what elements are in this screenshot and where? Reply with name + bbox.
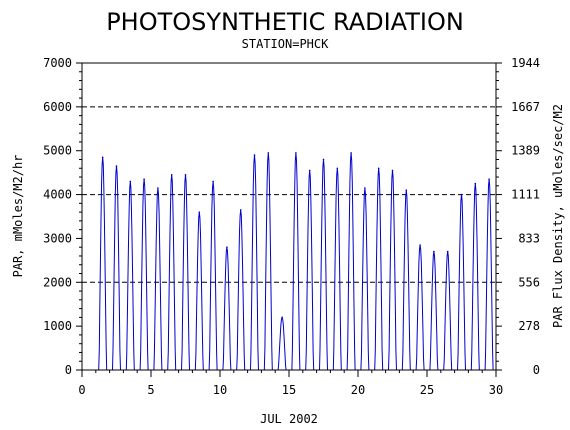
plot-frame (81, 62, 497, 371)
right-y-tick-label: 278 (518, 319, 540, 333)
right-y-tick-label: 833 (518, 231, 540, 245)
left-y-tick-label: 2000 (43, 275, 72, 289)
daily-peak-point (101, 156, 104, 159)
right-y-tick-label: 0 (533, 363, 540, 377)
par-series (95, 152, 496, 371)
daily-peak-point (212, 180, 214, 183)
daily-peak-point (198, 211, 201, 213)
daily-peak-point (474, 182, 477, 185)
x-tick-label: 5 (147, 383, 154, 397)
left-y-tick-label: 7000 (43, 56, 72, 70)
daily-peak-point (460, 193, 463, 196)
left-y-tick-label: 4000 (43, 188, 72, 202)
daily-peak-point (488, 178, 490, 181)
daily-peak-point (350, 152, 352, 154)
right-y-tick-label: 1389 (511, 144, 540, 158)
daily-peak-point (157, 187, 159, 189)
daily-peak-point (170, 174, 173, 176)
daily-peak-point (405, 189, 408, 191)
right-y-tick-label: 1944 (511, 56, 540, 70)
left-y-tick-label: 1000 (43, 319, 72, 333)
daily-peak-point (446, 250, 449, 253)
left-y-tick-label: 0 (65, 363, 72, 377)
daily-peak-point (281, 316, 283, 319)
daily-peak-point (267, 152, 270, 154)
left-y-tick-label: 5000 (43, 144, 72, 158)
daily-peak-point (226, 246, 228, 248)
daily-peak-point (433, 250, 435, 253)
daily-peak-point (377, 167, 380, 170)
x-tick-label: 0 (78, 383, 85, 397)
right-y-tick-label: 1667 (511, 100, 540, 114)
left-y-tick-label: 6000 (43, 100, 72, 114)
daily-peak-point (308, 169, 311, 172)
left-y-axis: 0 1000 2000 3000 4000 5000 6000 7000 (43, 56, 82, 377)
daily-peak-point (129, 180, 132, 183)
chart-title: PHOTOSYNTHETIC RADIATION (106, 8, 464, 36)
daily-peak-point (295, 152, 297, 154)
chart-subtitle: STATION=PHCK (242, 37, 329, 51)
par-series-line (95, 152, 496, 371)
x-tick-label: 15 (282, 383, 296, 397)
x-tick-label: 25 (420, 383, 434, 397)
right-y-axis: 0 278 556 833 1111 1389 1667 1944 (496, 56, 540, 377)
x-tick-label: 30 (489, 383, 503, 397)
right-y-axis-label: PAR Flux Density, uMoles/sec/M2 (551, 104, 565, 328)
daily-peak-point (115, 165, 118, 167)
x-axis: 0 5 10 15 20 25 30 (78, 370, 503, 397)
reference-lines (82, 106, 496, 283)
daily-peak-point (253, 154, 256, 156)
left-y-tick-label: 3000 (43, 231, 72, 245)
daily-peak-point (322, 158, 325, 161)
right-y-tick-label: 1111 (511, 188, 540, 202)
daily-peak-point (419, 244, 421, 246)
daily-peak-point (336, 167, 339, 170)
x-axis-label: JUL 2002 (260, 412, 318, 426)
left-y-axis-label: PAR, mMoles/M2/hr (11, 155, 25, 278)
daily-peak-point (184, 174, 187, 176)
right-y-tick-label: 556 (518, 275, 540, 289)
x-tick-label: 10 (213, 383, 227, 397)
daily-peak-point (239, 209, 242, 211)
daily-peak-point (391, 169, 394, 172)
daily-peak-point (364, 187, 366, 189)
daily-peak-point (143, 178, 145, 181)
x-tick-label: 20 (351, 383, 365, 397)
